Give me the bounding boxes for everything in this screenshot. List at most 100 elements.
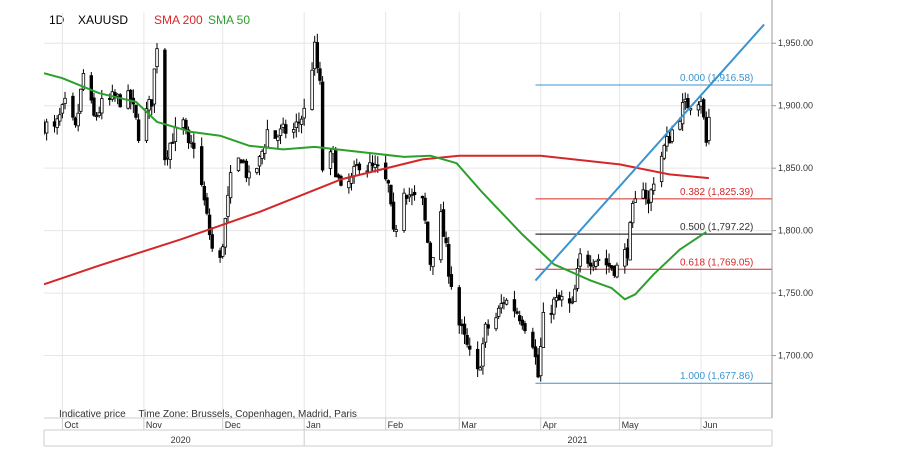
candle-body <box>171 141 175 144</box>
candle-body <box>79 88 83 112</box>
candle-body <box>557 294 561 301</box>
candle-body <box>134 104 138 118</box>
fib-level-label: 1.000 (1,677.86) <box>680 371 753 382</box>
candle-body <box>100 98 104 114</box>
candle-body <box>168 142 172 160</box>
sma200-legend[interactable]: SMA 200 <box>154 13 203 27</box>
candle-body <box>486 324 490 329</box>
candle-body <box>302 107 306 119</box>
candle-body <box>444 237 448 244</box>
fib-level-label: 0.382 (1,825.39) <box>680 187 753 198</box>
candle-body <box>567 298 572 304</box>
candle-body <box>468 345 472 350</box>
candle-body <box>428 242 433 265</box>
month-tick-label: Oct <box>64 420 79 430</box>
candle-body <box>223 218 228 248</box>
candle-body <box>63 97 67 105</box>
month-tick-label: Jan <box>306 420 321 430</box>
candle-body <box>633 198 638 203</box>
candle-body <box>531 331 535 348</box>
chart-footnote: Indicative price Time Zone: Brussels, Co… <box>59 409 367 420</box>
y-tick-label: 1,800.00 <box>778 226 813 236</box>
fib-level-label: 0.000 (1,916.58) <box>680 73 753 84</box>
candle-body <box>221 246 225 257</box>
candle-body <box>641 189 645 199</box>
month-tick-label: Mar <box>461 420 477 430</box>
candle-body <box>210 234 214 249</box>
candle-body <box>181 119 185 128</box>
candle-body <box>662 144 666 159</box>
candle-body <box>704 116 708 143</box>
month-tick-label: Nov <box>146 420 163 430</box>
candle-body <box>357 163 362 171</box>
candle-body <box>239 159 243 164</box>
candle-body <box>457 287 461 326</box>
candle-body <box>570 301 574 304</box>
candle-body <box>273 130 277 139</box>
candle-body <box>494 317 498 330</box>
trendline <box>534 23 765 282</box>
candle-body <box>228 172 233 199</box>
candle-body <box>496 307 501 317</box>
candle-body <box>236 157 241 172</box>
candle-body <box>313 41 317 70</box>
candle-body <box>55 118 59 128</box>
candle-body <box>449 274 454 287</box>
candle-body <box>499 303 503 309</box>
y-tick-label: 1,700.00 <box>778 351 813 361</box>
candle-body <box>218 250 222 258</box>
candle-body <box>265 129 270 148</box>
candle-body <box>155 48 159 68</box>
candle-body <box>278 128 283 136</box>
candle-body <box>147 99 151 111</box>
candle-body <box>594 260 598 267</box>
candle-body <box>244 160 249 178</box>
candle-body <box>523 323 527 332</box>
candle-body <box>667 136 672 144</box>
candle-body <box>552 298 556 315</box>
candle-body <box>575 268 580 289</box>
candle-body <box>310 69 314 111</box>
candle-body <box>460 323 464 327</box>
candle-body <box>678 120 682 130</box>
candle-body <box>186 129 191 144</box>
candle-body <box>439 211 443 261</box>
candle-body <box>515 311 519 314</box>
y-tick-label: 1,850.00 <box>778 163 813 173</box>
candle-body <box>315 42 320 68</box>
candle-body <box>284 124 288 134</box>
timeframe-label[interactable]: 1D <box>49 13 65 27</box>
candle-body <box>407 194 412 198</box>
sma50-legend[interactable]: SMA 50 <box>208 13 251 27</box>
candle-body <box>649 189 653 203</box>
candle-body <box>701 99 706 118</box>
candle-body <box>481 343 485 367</box>
candle-body <box>152 68 157 105</box>
candle-body <box>71 95 75 118</box>
candle-body <box>683 98 687 102</box>
candle-body <box>420 195 425 199</box>
candle-body <box>612 265 617 276</box>
candle-body <box>426 221 430 243</box>
candle-body <box>659 155 664 183</box>
month-tick-label: Dec <box>225 420 242 430</box>
candle-body <box>462 323 467 335</box>
candle-body <box>276 136 280 141</box>
candle-body <box>94 115 99 118</box>
candle-body <box>549 312 553 315</box>
symbol-label[interactable]: XAUUSD <box>78 13 129 27</box>
candle-body <box>404 195 409 199</box>
candle-body <box>281 123 285 128</box>
year-tick-label: 2021 <box>568 435 588 445</box>
candle-body <box>402 192 406 231</box>
candle-body <box>389 184 393 205</box>
candle-body <box>623 249 627 267</box>
candle-body <box>465 335 469 345</box>
candle-body <box>644 189 648 199</box>
candle-body <box>226 194 230 217</box>
candle-body <box>670 129 674 142</box>
candle-body <box>144 108 149 142</box>
candle-body <box>92 97 96 116</box>
candle-body <box>431 257 435 268</box>
